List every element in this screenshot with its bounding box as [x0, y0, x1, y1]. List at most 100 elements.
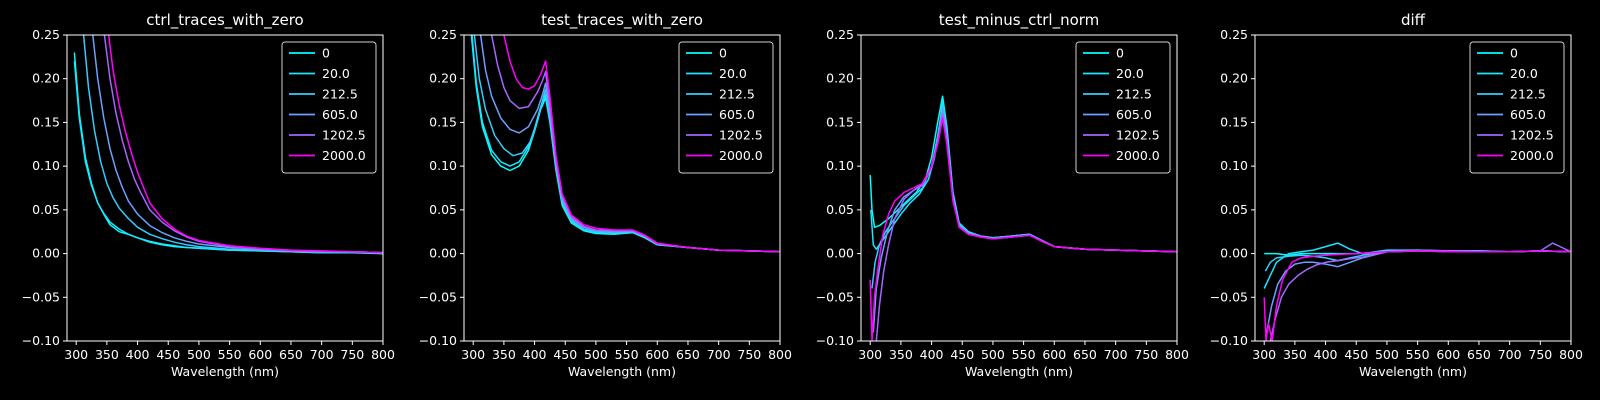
- legend-entry: 1202.5: [1116, 128, 1160, 143]
- axes-frame: [860, 34, 1178, 342]
- legend-entry: 0: [719, 46, 727, 61]
- legend-entry: 605.0: [719, 107, 755, 122]
- y-tick-label: 0.25: [826, 27, 854, 42]
- legend-entry: 605.0: [322, 107, 358, 122]
- y-tick-label: 0.00: [32, 246, 60, 261]
- legend-entry: 212.5: [322, 87, 358, 102]
- series-line-5: [107, 35, 383, 254]
- legend-entry: 605.0: [1510, 107, 1546, 122]
- x-tick-label: 550: [615, 347, 639, 362]
- y-tick-label: 0.20: [826, 71, 854, 86]
- series-line-5: [503, 35, 780, 253]
- chart-title: test_traces_with_zero: [541, 11, 703, 30]
- x-tick-label: 600: [248, 347, 272, 362]
- x-tick-label: 400: [523, 347, 547, 362]
- x-tick-label: 500: [187, 347, 211, 362]
- x-tick-label: 700: [707, 347, 731, 362]
- legend-entry: 2000.0: [322, 148, 366, 163]
- legend-entry: 605.0: [1116, 107, 1152, 122]
- series-line-4: [1269, 242, 1571, 341]
- legend-entry: 20.0: [322, 66, 350, 81]
- y-tick-label: 0.20: [429, 71, 457, 86]
- series-line-1: [73, 61, 383, 255]
- x-tick-label: 450: [156, 347, 180, 362]
- axes-frame: [66, 34, 384, 342]
- y-tick-label: −0.10: [816, 333, 854, 348]
- legend: 0 20.0 212.5 605.0 1202.5 2000.0: [1075, 41, 1171, 174]
- y-tick-label: 0.00: [826, 246, 854, 261]
- x-tick-label: 350: [95, 347, 119, 362]
- y-tick-label: 0.10: [1220, 158, 1248, 173]
- x-tick-label: 350: [889, 347, 913, 362]
- legend-entry: 20.0: [1116, 66, 1144, 81]
- x-tick-label: 650: [1073, 347, 1097, 362]
- y-tick-label: 0.05: [429, 202, 457, 217]
- series-line-5: [869, 117, 1177, 341]
- series-group: [470, 35, 780, 253]
- x-tick-label: 550: [1012, 347, 1036, 362]
- legend-entry: 1202.5: [1510, 128, 1554, 143]
- x-tick-label: 800: [371, 347, 395, 362]
- chart-panel-2: test_minus_ctrl_norm −0.10 −0.05 0.00 0.05 0.…: [816, 11, 1189, 379]
- x-tick-label: 750: [1528, 347, 1552, 362]
- x-tick-label: 650: [279, 347, 303, 362]
- legend-entry: 1202.5: [322, 128, 366, 143]
- x-tick-label: 300: [64, 347, 88, 362]
- chart-panel-3: diff −0.10 −0.05 0.00 0.05 0.10 0.15 0.20 0.25 30…: [1210, 11, 1583, 379]
- y-tick-label: 0.05: [826, 202, 854, 217]
- y-tick-label: 0.15: [1220, 114, 1248, 129]
- chart-title: test_minus_ctrl_norm: [939, 11, 1100, 30]
- y-tick-label: 0.10: [826, 158, 854, 173]
- x-tick-label: 300: [858, 347, 882, 362]
- x-tick-label: 450: [1344, 347, 1368, 362]
- x-tick-label: 400: [126, 347, 150, 362]
- legend-entry: 212.5: [1510, 87, 1546, 102]
- chart-panel-0: ctrl_traces_with_zero −0.10 −0.05 0.00 0.05 0…: [22, 11, 395, 379]
- legend-entry: 20.0: [1510, 66, 1538, 81]
- x-axis-label: Wavelength (nm): [965, 364, 1073, 379]
- axes-frame: [463, 34, 781, 342]
- series-group: [73, 35, 383, 255]
- series-line-4: [103, 35, 383, 254]
- y-tick-label: 0.15: [826, 114, 854, 129]
- x-tick-label: 650: [676, 347, 700, 362]
- y-tick-label: −0.05: [22, 289, 60, 304]
- legend: 0 20.0 212.5 605.0 1202.5 2000.0: [1469, 41, 1565, 174]
- y-tick-label: −0.05: [419, 289, 457, 304]
- y-tick-label: −0.05: [1210, 289, 1248, 304]
- y-tick-label: −0.05: [816, 289, 854, 304]
- legend-frame: [1075, 41, 1171, 174]
- y-tick-label: −0.10: [1210, 333, 1248, 348]
- legend-entry: 0: [1116, 46, 1124, 61]
- x-tick-label: 700: [1104, 347, 1128, 362]
- chart-title: diff: [1401, 11, 1426, 29]
- x-tick-label: 350: [492, 347, 516, 362]
- legend-entry: 2000.0: [1510, 148, 1554, 163]
- y-tick-label: −0.10: [419, 333, 457, 348]
- y-tick-label: 0.10: [32, 158, 60, 173]
- y-tick-label: 0.15: [32, 114, 60, 129]
- x-tick-label: 700: [310, 347, 334, 362]
- x-tick-label: 800: [768, 347, 792, 362]
- legend-entry: 2000.0: [719, 148, 763, 163]
- y-tick-label: 0.25: [1220, 27, 1248, 42]
- x-tick-label: 750: [1134, 347, 1158, 362]
- series-line-3: [1265, 250, 1571, 333]
- x-axis-label: Wavelength (nm): [568, 364, 676, 379]
- y-tick-label: 0.05: [1220, 202, 1248, 217]
- y-tick-label: 0.00: [429, 246, 457, 261]
- x-tick-label: 300: [461, 347, 485, 362]
- x-tick-label: 500: [1375, 347, 1399, 362]
- x-tick-label: 600: [1042, 347, 1066, 362]
- x-tick-label: 550: [1406, 347, 1430, 362]
- y-tick-label: −0.10: [22, 333, 60, 348]
- x-tick-label: 500: [584, 347, 608, 362]
- x-tick-label: 400: [920, 347, 944, 362]
- legend-frame: [1469, 41, 1565, 174]
- y-tick-label: 0.25: [32, 27, 60, 42]
- y-tick-label: 0.25: [429, 27, 457, 42]
- series-group: [869, 95, 1177, 341]
- x-tick-label: 750: [340, 347, 364, 362]
- legend-entry: 212.5: [1116, 87, 1152, 102]
